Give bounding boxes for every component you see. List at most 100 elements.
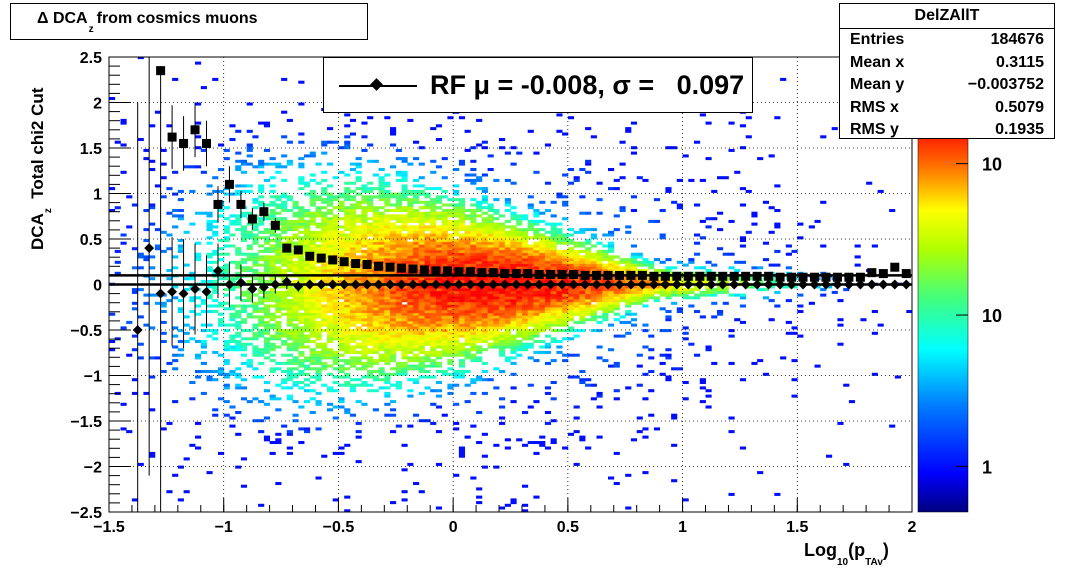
heatmap-cell <box>235 310 242 314</box>
heatmap-cell <box>739 280 747 284</box>
heatmap-cell <box>539 340 546 344</box>
heatmap-cell <box>453 326 460 330</box>
heatmap-cell <box>143 391 150 395</box>
heatmap-cell <box>413 304 420 308</box>
heatmap-cell <box>522 509 529 512</box>
heatmap-cell <box>309 411 316 415</box>
heatmap-cell <box>522 304 529 308</box>
heatmap-cell <box>344 239 351 243</box>
heatmap-cell <box>550 307 557 311</box>
heatmap-cell <box>355 244 362 248</box>
heatmap-cell <box>430 241 437 245</box>
heatmap-cell <box>774 184 781 188</box>
heatmap-cell <box>430 299 437 303</box>
heatmap-cell <box>550 320 557 324</box>
heatmap-cell <box>510 280 517 284</box>
heatmap-cell <box>349 195 357 199</box>
heatmap-cell <box>384 307 391 311</box>
heatmap-cell <box>424 206 431 210</box>
heatmap-cell <box>235 184 242 188</box>
heatmap-cell <box>349 350 357 354</box>
heatmap-cell <box>470 214 477 218</box>
heatmap-cell <box>172 326 179 330</box>
heatmap-cell <box>355 241 362 245</box>
heatmap-cell <box>223 383 230 387</box>
heatmap-cell <box>544 323 552 327</box>
heatmap-cell <box>309 299 316 303</box>
mean-point <box>591 279 602 290</box>
heatmap-cell <box>613 397 620 401</box>
heatmap-cell <box>235 326 242 330</box>
heatmap-cell <box>447 288 454 292</box>
heatmap-cell <box>361 329 368 333</box>
heatmap-cell <box>430 312 437 316</box>
heatmap-cell <box>636 416 643 420</box>
heatmap-cell <box>447 236 454 240</box>
heatmap-cell <box>286 222 293 226</box>
heatmap-cell <box>177 214 184 218</box>
heatmap-cell <box>573 405 580 409</box>
heatmap-cell <box>745 135 752 139</box>
heatmap-cell <box>390 326 397 330</box>
heatmap-cell <box>298 386 305 390</box>
heatmap-cell <box>200 391 207 395</box>
heatmap-cell <box>263 329 271 333</box>
heatmap-cell <box>499 299 506 303</box>
heatmap-cell <box>493 318 500 322</box>
heatmap-cell <box>361 255 368 259</box>
heatmap-cell <box>315 391 322 395</box>
heatmap-cell <box>200 310 207 314</box>
heatmap-cell <box>539 323 546 327</box>
heatmap-cell <box>464 435 471 439</box>
heatmap-cell <box>533 400 540 404</box>
heatmap-cell <box>470 381 477 385</box>
heatmap-cell <box>177 498 184 502</box>
heatmap-cell <box>355 217 362 221</box>
heatmap-cell <box>378 247 385 251</box>
heatmap-cell <box>413 290 420 294</box>
heatmap-cell <box>590 310 597 314</box>
heatmap-cell <box>361 228 368 232</box>
heatmap-cell <box>504 340 511 344</box>
heatmap-cell <box>120 143 127 147</box>
heatmap-cell <box>327 290 334 294</box>
heatmap-cell <box>390 129 397 133</box>
heatmap-cell <box>281 353 288 357</box>
heatmap-cell <box>625 280 632 284</box>
heatmap-cell <box>286 293 293 297</box>
heatmap-cell <box>430 225 437 229</box>
heatmap-cell <box>493 345 500 349</box>
rms-point <box>534 269 544 279</box>
heatmap-cell <box>453 340 460 344</box>
heatmap-cell <box>315 236 322 240</box>
heatmap-cell <box>183 490 190 494</box>
heatmap-cell <box>435 394 443 398</box>
heatmap-cell <box>544 310 552 314</box>
heatmap-cell <box>424 301 431 305</box>
heatmap-cell <box>229 337 236 341</box>
heatmap-cell <box>820 200 827 204</box>
heatmap-cell <box>573 260 580 264</box>
heatmap-cell <box>327 296 334 300</box>
heatmap-cell <box>630 260 638 264</box>
heatmap-cell <box>223 413 230 417</box>
heatmap-cell <box>332 247 339 251</box>
heatmap-cell <box>344 266 351 270</box>
heatmap-cell <box>504 285 511 289</box>
heatmap-cell <box>493 249 500 253</box>
heatmap-cell <box>172 296 179 300</box>
heatmap-cell <box>367 312 374 316</box>
heatmap-cell <box>476 495 483 499</box>
heatmap-cell <box>453 249 460 253</box>
heatmap-cell <box>533 326 540 330</box>
heatmap-cell <box>493 307 500 311</box>
heatmap-cell <box>338 318 345 322</box>
heatmap-cell <box>481 280 488 284</box>
heatmap-cell <box>504 315 511 319</box>
heatmap-cell <box>435 280 443 284</box>
heatmap-cell <box>458 318 466 322</box>
heatmap-cell <box>562 312 569 316</box>
heatmap-cell <box>372 277 379 281</box>
heatmap-cell <box>240 225 248 229</box>
